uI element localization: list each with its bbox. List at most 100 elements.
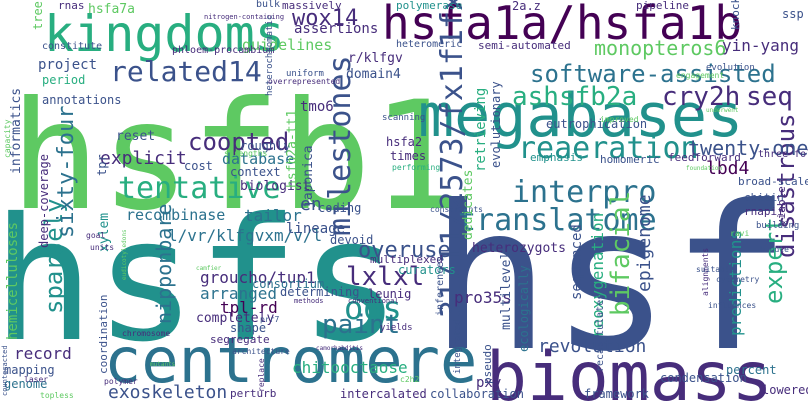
word-related14: related14 [110,55,262,88]
word-hsfa2: hsfa2 [386,135,423,149]
word-completely: completely [196,311,275,326]
word-hsfs: hsfs [0,182,402,380]
word-eutrophication: eutrophication [546,117,648,131]
word-deep-coverage: deep-coverage [37,154,51,248]
word-units: units [90,243,115,252]
word-consortium: consortium [252,277,325,291]
word-arranged: arranged [200,284,278,303]
word-camfier: camfier [196,265,222,272]
word-revolution: revolution [538,336,647,357]
word-hsfb1: hsfb1 [10,70,462,244]
word-chromosome: chromosome [122,329,171,338]
word-massively: massively [282,0,342,12]
word-suitable: suitable [696,265,735,274]
word-cry2h: cry2h [662,82,741,112]
word-pseudo: pseudo [481,344,494,384]
word-overrepresented: overrepresented [268,77,341,86]
word-inferences: inferences [435,255,446,316]
word-strengths: strengths [224,149,268,158]
word-perturb: perturb [230,387,277,400]
word-hsfa1a-hsfa1b: hsfa1a/hsfa1b [382,0,743,50]
word-tpr: tpr [95,154,109,176]
word-lbd4: lbd4 [706,158,750,179]
word-topless: topless [40,391,74,400]
word-paint: paint [322,310,401,340]
word-overuse: overuse [358,238,451,263]
word-three-fold: three-fold [758,149,808,160]
word-engagement: engagement [676,71,725,80]
word-collaboration: collaboration [430,387,524,401]
word-constraints: constraints [430,205,483,214]
word-lineage: lineage [286,221,346,237]
word-semi-automated: semi-automated [478,39,571,52]
word-hemicelluloses: hemicelluloses [5,221,21,340]
word-yields: yields [380,323,413,333]
word-wox14: wox14 [292,6,359,31]
word-devoid: devoid [330,233,374,247]
word-counteracted: counteracted [1,345,9,396]
word-retrieving: retrieving [473,87,489,172]
word-broad-scale: broad-scale [738,175,808,188]
word-explicit: explicit [100,148,187,169]
word-translatome: translatome [458,203,657,238]
word-centromere: centromere [104,324,478,397]
word-recombinase: recombinase [126,206,226,224]
word-conventional: conventional [348,297,399,305]
word-tailor: tailor [244,206,302,225]
word-software-assisted: software-assisted [530,60,776,88]
word-integrated: integrated [453,319,463,374]
word-lxlxl: lxlxl [346,262,425,292]
word-polymer: polymer [104,377,138,386]
word-ravi: ravi [730,229,750,238]
word-exoskeleton: exoskeleton [108,382,228,403]
word-groucho-tup1: groucho/tup1 [200,268,316,287]
word-project: project [38,57,98,73]
word-bundle: bundle [760,245,789,254]
word-chitin: chitin [744,191,784,204]
word-influences: influences [708,301,757,310]
word-heterozygots: heterozygots [472,241,566,256]
word-annotations: annotations [42,93,122,107]
word-rnapii: rnapii [744,205,784,218]
word-foundation: foundation [686,165,723,172]
word-condensation: condensation [660,371,747,385]
word-megabases: megabases [418,81,744,151]
word-bulk: bulk [256,0,281,10]
word-reaeration: reaeration [518,131,699,166]
word-framework: framework [584,387,650,401]
word-2a-z: 2a.z [512,0,541,13]
word-prr7: prr7 [260,315,280,324]
word-reset: reset [116,129,156,144]
word-coopted: coopted [188,128,290,156]
word-feedforward: feedforward [668,151,741,164]
word-rklfgv: r/klfgv [348,51,403,66]
word-tpl-rd: tpl-rd [220,298,278,317]
word-knock: knock [729,0,742,30]
word-lvrklfgvxm: l/vr/klfgvxm/v/l [168,226,323,245]
word-constitute: constitute [42,41,103,52]
word-interpro: interpro [512,175,657,210]
word-goal: goal [86,231,106,240]
word-c2h2: c2h2 [400,375,420,384]
word-intercalated: intercalated [340,387,427,401]
word-uniform: uniform [286,69,324,79]
word-building: building [756,221,800,231]
word-biologist: biologist [240,179,311,194]
word-performing: performing [392,163,441,172]
word-heteromeric: heteromeric [396,39,463,50]
word-pro35s: pro35s [454,288,512,307]
word-nitrogen-containing: nitrogen-containing [204,13,285,21]
word-homomeric: homomeric [600,153,660,166]
word-seq: seq [746,82,793,112]
word-pipeline: pipeline [636,0,689,12]
word-pxy: pxy [476,375,502,391]
word-shape: shape [230,321,267,335]
word-trees: trees [31,0,45,30]
word-underwent: underwent [706,107,739,114]
word-yin-yang: yin-yang [722,36,800,55]
word-epigenome: epigenome [634,194,655,292]
word-determining: determining [280,285,360,299]
word-coordination: coordination [97,294,110,374]
word-genome: genome [4,377,48,391]
